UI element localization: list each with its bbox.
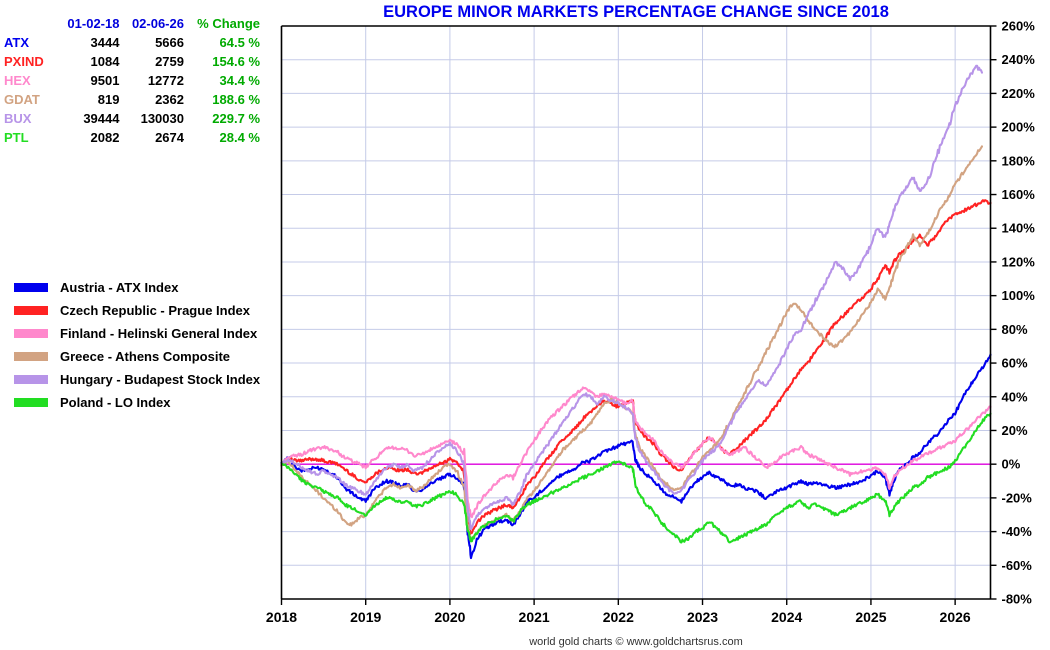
footer-credit: world gold charts © www.goldchartsrus.co… [528, 636, 743, 648]
y-tick-label: -40% [1002, 524, 1033, 539]
summary-end-value: 12772 [147, 73, 184, 88]
legend-item-label: Greece - Athens Composite [60, 349, 231, 364]
chart-legend: Austria - ATX Index Czech Republic - Prag… [14, 276, 260, 414]
x-tick-label: 2021 [519, 609, 550, 625]
chart-title: EUROPE MINOR MARKETS PERCENTAGE CHANGE S… [383, 3, 889, 21]
x-tick-label: 2023 [687, 609, 718, 625]
y-tick-label: -60% [1002, 558, 1033, 573]
table-row: PXIND 1084 2759 154.6 % [0, 52, 272, 71]
legend-item[interactable]: Hungary - Budapest Stock Index [14, 368, 260, 391]
table-row: HEX 9501 12772 34.4 % [0, 71, 272, 90]
summary-end-value: 2759 [155, 54, 184, 69]
legend-item-label: Hungary - Budapest Stock Index [60, 372, 261, 387]
x-tick-label: 2026 [940, 609, 971, 625]
x-tick-label: 2018 [266, 609, 297, 625]
legend-item[interactable]: Poland - LO Index [14, 391, 260, 414]
legend-item[interactable]: Czech Republic - Prague Index [14, 299, 260, 322]
y-tick-label: -20% [1002, 490, 1033, 505]
legend-item-label: Finland - Helinski General Index [60, 326, 258, 341]
summary-start-value: 819 [97, 92, 120, 107]
y-tick-label: 80% [1002, 322, 1028, 337]
x-tick-label: 2020 [434, 609, 465, 625]
summary-header-row: 01-02-18 02-06-26 % Change [0, 14, 272, 33]
summary-end-value: 2674 [155, 130, 184, 145]
y-axis-tick-labels: -80% -60% -40% -20% 0% 20% 40% 60% 80% 100% 120% 14… [990, 19, 1036, 607]
x-tick-label: 2024 [771, 609, 802, 625]
summary-symbol: GDAT [4, 92, 40, 107]
y-tick-label: 120% [1002, 254, 1036, 269]
summary-end-value: 5666 [155, 35, 184, 50]
y-tick-label: 180% [1002, 153, 1036, 168]
summary-start-value: 1084 [90, 54, 120, 69]
legend-color-swatch [14, 398, 48, 407]
summary-header-change: % Change [197, 16, 260, 31]
y-tick-label: 200% [1002, 120, 1036, 135]
legend-item[interactable]: Finland - Helinski General Index [14, 322, 260, 345]
summary-end-value: 130030 [140, 111, 184, 126]
summary-percent-change: 28.4 % [219, 130, 260, 145]
legend-item-label: Austria - ATX Index [60, 280, 179, 295]
table-row: GDAT 819 2362 188.6 % [0, 90, 272, 109]
series-line-hex [280, 386, 992, 519]
axis-lines [280, 25, 992, 600]
y-tick-label: 60% [1002, 356, 1028, 371]
summary-table: 01-02-18 02-06-26 % Change ATX 3444 5666 64… [0, 14, 272, 147]
y-tick-label: 240% [1002, 52, 1036, 67]
y-tick-label: 260% [1002, 19, 1036, 34]
table-row: ATX 3444 5666 64.5 % [0, 33, 272, 52]
summary-symbol: PTL [4, 130, 29, 145]
summary-symbol: PXIND [4, 54, 44, 69]
legend-item[interactable]: Austria - ATX Index [14, 276, 260, 299]
grid-lines [281, 25, 991, 600]
summary-percent-change: 154.6 % [212, 54, 260, 69]
y-tick-label: -80% [1002, 592, 1033, 607]
y-tick-label: 20% [1002, 423, 1028, 438]
series-line-atx [280, 353, 992, 560]
summary-header-end-date: 02-06-26 [131, 16, 184, 31]
y-tick-label: 100% [1002, 288, 1036, 303]
summary-percent-change: 34.4 % [219, 73, 260, 88]
summary-percent-change: 229.7 % [212, 111, 260, 126]
legend-color-swatch [14, 375, 48, 384]
summary-percent-change: 64.5 % [219, 35, 260, 50]
summary-end-value: 2362 [155, 92, 184, 107]
legend-color-swatch [14, 352, 48, 361]
summary-start-value: 3444 [90, 35, 120, 50]
summary-table-grid: 01-02-18 02-06-26 % Change ATX 3444 5666 64… [0, 14, 272, 147]
series-paths [280, 64, 992, 560]
summary-start-value: 39444 [83, 111, 120, 126]
summary-symbol: HEX [4, 73, 31, 88]
legend-color-swatch [14, 329, 48, 338]
series-line-ptl [280, 412, 992, 544]
y-tick-label: 0% [1002, 457, 1021, 472]
legend-item-label: Czech Republic - Prague Index [60, 303, 250, 318]
legend-color-swatch [14, 306, 48, 315]
legend-item[interactable]: Greece - Athens Composite [14, 345, 260, 368]
summary-start-value: 9501 [90, 73, 120, 88]
table-row: PTL 2082 2674 28.4 % [0, 128, 272, 147]
legend-color-swatch [14, 283, 48, 292]
summary-table-body: ATX 3444 5666 64.5 % PXIND 1084 2759 154.6 % HEX… [0, 33, 272, 147]
x-axis-tick-labels: 2018 2019 2020 2021 2022 2023 2024 2025 2026 [266, 599, 971, 625]
summary-table-head: 01-02-18 02-06-26 % Change [0, 14, 272, 33]
legend-item-label: Poland - LO Index [60, 395, 171, 410]
x-tick-label: 2019 [350, 609, 381, 625]
y-tick-label: 40% [1002, 389, 1028, 404]
summary-header-start-date: 01-02-18 [67, 16, 120, 31]
summary-percent-change: 188.6 % [212, 92, 260, 107]
x-tick-label: 2025 [855, 609, 886, 625]
y-tick-label: 140% [1002, 221, 1036, 236]
y-tick-label: 220% [1002, 86, 1036, 101]
y-tick-label: 160% [1002, 187, 1036, 202]
summary-symbol: ATX [4, 35, 30, 50]
x-tick-label: 2022 [603, 609, 634, 625]
summary-symbol: BUX [4, 111, 32, 126]
series-line-bux [280, 64, 984, 531]
table-row: BUX 39444 130030 229.7 % [0, 109, 272, 128]
summary-start-value: 2082 [90, 130, 120, 145]
